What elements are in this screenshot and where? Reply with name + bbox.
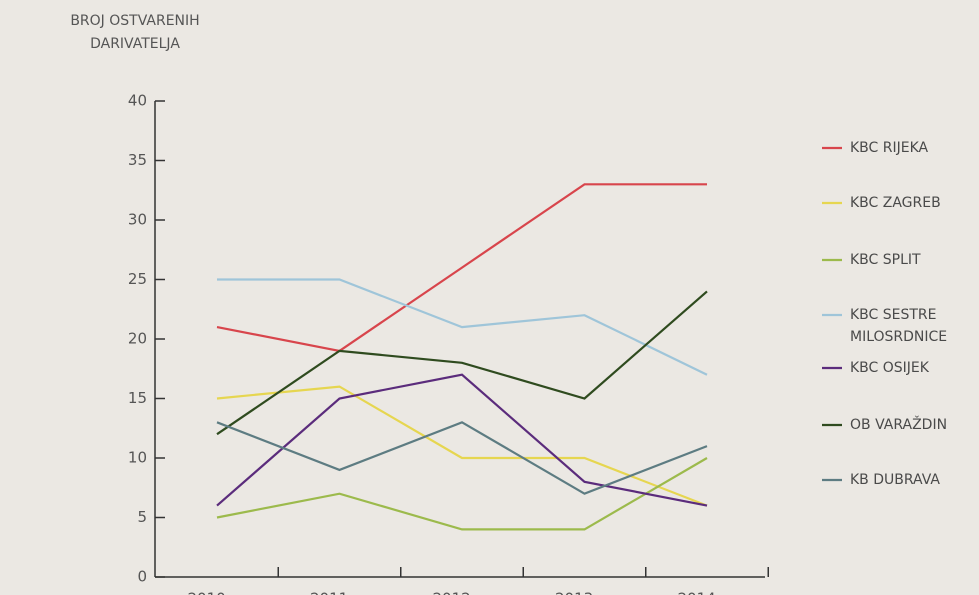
legend-label-box: OB VARAŽDIN — [850, 417, 948, 433]
legend-label-box: KBC RIJEKA — [850, 140, 929, 156]
legend-label: KBC SPLIT — [850, 252, 921, 268]
x-tick-label: 2013. — [555, 590, 598, 595]
legend-label-box: KBC ZAGREB — [850, 195, 941, 211]
x-tick-label: 2012. — [433, 590, 476, 595]
x-tick-label: 2011. — [310, 590, 353, 595]
y-tick-label: 10 — [128, 449, 147, 467]
legend-label-box: KBC SESTRE MILOSRDNICE — [850, 307, 948, 345]
legend-label-box: KBC SPLIT — [850, 252, 921, 268]
y-tick-label: 35 — [128, 151, 147, 169]
y-tick-label: 15 — [128, 389, 147, 407]
legend-label: OB VARAŽDIN — [850, 417, 948, 433]
y-tick-label: 0 — [137, 568, 147, 586]
y-axis-title: BROJ OSTVARENIH DARIVATELJA — [70, 13, 200, 52]
legend-label-box: KB DUBRAVA — [850, 472, 940, 488]
series-line — [216, 290, 708, 436]
y-tick-label: 25 — [128, 270, 147, 288]
legend-label: KBC SESTRE MILOSRDNICE — [850, 307, 948, 345]
series-line — [216, 183, 707, 353]
series-line — [216, 385, 708, 507]
legend-label: KBC RIJEKA — [850, 140, 929, 156]
series-line — [216, 421, 708, 495]
legend-label: KB DUBRAVA — [850, 472, 940, 488]
y-axis-title-box: BROJ OSTVARENIH DARIVATELJA — [70, 13, 200, 52]
x-tick-label: 2014. — [678, 590, 721, 595]
legend-label: KBC OSIJEK — [850, 360, 929, 376]
x-tick-label: 2010. — [188, 590, 231, 595]
series-line — [216, 457, 708, 531]
series-line — [217, 278, 708, 376]
y-tick-label: 30 — [128, 211, 147, 229]
legend-label-box: KBC OSIJEK — [850, 360, 929, 376]
y-tick-label: 40 — [128, 92, 147, 110]
legend-label: KBC ZAGREB — [850, 195, 941, 211]
y-tick-label: 5 — [137, 508, 147, 526]
series-line — [216, 373, 708, 507]
y-tick-label: 20 — [128, 330, 147, 348]
